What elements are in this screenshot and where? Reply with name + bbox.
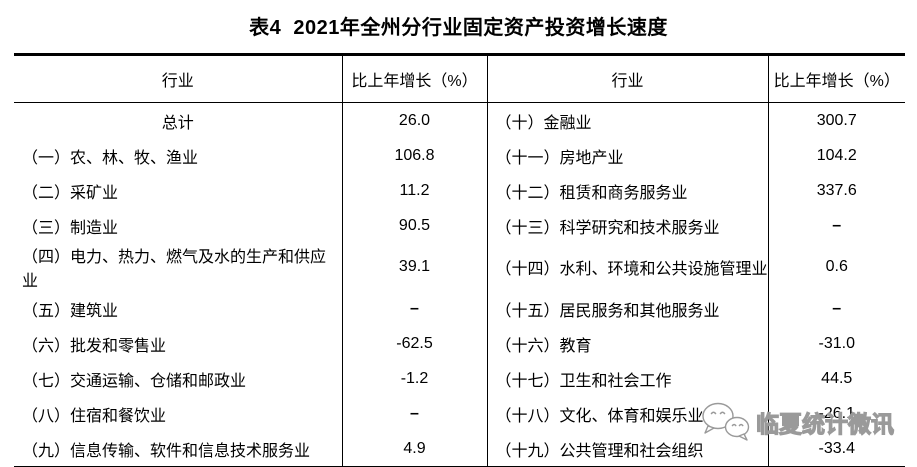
value-cell: 0.6 xyxy=(825,258,848,275)
industry-cell: （一）农、林、牧、渔业 xyxy=(14,138,343,173)
industry-cell: （五）建筑业 xyxy=(14,291,343,326)
page-title: 表4 2021年全州分行业固定资产投资增长速度 xyxy=(249,17,668,39)
value-cell: 90.5 xyxy=(342,208,488,243)
value-cell: -62.5 xyxy=(342,326,488,361)
industry-investment-table: 行业 比上年增长（%） 行业 比上年增长（%） 总计 26.0 （十）金融业 3… xyxy=(14,53,905,467)
value-cell: -33.4 xyxy=(818,439,855,457)
industry-cell: （十一）房地产业 xyxy=(487,138,769,173)
table-row: （八）住宿和餐饮业 – （十八）文化、体育和娱乐业 -26.1 xyxy=(14,396,905,431)
value-cell: 26.0 xyxy=(342,102,488,138)
col-header-industry-right: 行业 xyxy=(487,54,769,103)
industry-cell: （八）住宿和餐饮业 xyxy=(14,396,343,431)
value-cell: 44.5 xyxy=(821,369,853,387)
value-cell: -26.1 xyxy=(818,404,855,422)
industry-cell: （七）交通运输、仓储和邮政业 xyxy=(14,361,343,396)
table-row: （三）制造业 90.5 （十三）科学研究和技术服务业 – xyxy=(14,208,905,243)
table-row: （四）电力、热力、燃气及水的生产和供应业 39.1 （十四）水利、环境和公共设施… xyxy=(14,243,905,291)
value-cell: 39.1 xyxy=(342,243,488,291)
industry-cell: （十八）文化、体育和娱乐业 xyxy=(487,396,769,431)
industry-cell: （十四）水利、环境和公共设施管理业 xyxy=(487,243,769,291)
table-row: （一）农、林、牧、渔业 106.8 （十一）房地产业 104.2 xyxy=(14,138,905,173)
industry-cell: （十七）卫生和社会工作 xyxy=(487,361,769,396)
value-cell: 11.2 xyxy=(342,173,488,208)
col-header-growth-left: 比上年增长（%） xyxy=(342,54,488,103)
value-cell: 106.8 xyxy=(342,138,488,173)
value-cell: -1.2 xyxy=(342,361,488,396)
value-cell: -31.0 xyxy=(818,334,855,352)
table-row: （九）信息传输、软件和信息技术服务业 4.9 （十九）公共管理和社会组织 -33… xyxy=(14,431,905,467)
table-row: （五）建筑业 – （十五）居民服务和其他服务业 – xyxy=(14,291,905,326)
table-row: （六）批发和零售业 -62.5 （十六）教育 -31.0 xyxy=(14,326,905,361)
table-row: （七）交通运输、仓储和邮政业 -1.2 （十七）卫生和社会工作 44.5 xyxy=(14,361,905,396)
table-row: （二）采矿业 11.2 （十二）租赁和商务服务业 337.6 xyxy=(14,173,905,208)
industry-cell: （十三）科学研究和技术服务业 xyxy=(487,208,769,243)
industry-cell: （十二）租赁和商务服务业 xyxy=(487,173,769,208)
industry-cell: （十五）居民服务和其他服务业 xyxy=(487,291,769,326)
value-cell: 104.2 xyxy=(816,146,857,164)
value-cell: – xyxy=(832,299,842,317)
industry-cell: （十）金融业 xyxy=(487,102,769,138)
industry-cell: （四）电力、热力、燃气及水的生产和供应业 xyxy=(14,243,343,291)
value-cell: – xyxy=(342,396,488,431)
value-cell: 300.7 xyxy=(816,111,857,129)
col-header-industry-left: 行业 xyxy=(14,54,343,103)
col-header-growth-right: 比上年增长（%） xyxy=(768,54,905,103)
value-cell: – xyxy=(832,216,842,234)
industry-cell: （三）制造业 xyxy=(14,208,343,243)
value-cell: 337.6 xyxy=(816,181,857,199)
header-row: 行业 比上年增长（%） 行业 比上年增长（%） xyxy=(14,54,905,103)
industry-cell: （九）信息传输、软件和信息技术服务业 xyxy=(14,431,343,467)
industry-cell: （十六）教育 xyxy=(487,326,769,361)
industry-cell: （六）批发和零售业 xyxy=(14,326,343,361)
table-row: 总计 26.0 （十）金融业 300.7 xyxy=(14,102,905,138)
industry-cell: （二）采矿业 xyxy=(14,173,343,208)
industry-cell: 总计 xyxy=(14,102,343,138)
value-cell: – xyxy=(342,291,488,326)
industry-cell: （十九）公共管理和社会组织 xyxy=(487,431,769,467)
value-cell: 4.9 xyxy=(342,431,488,467)
